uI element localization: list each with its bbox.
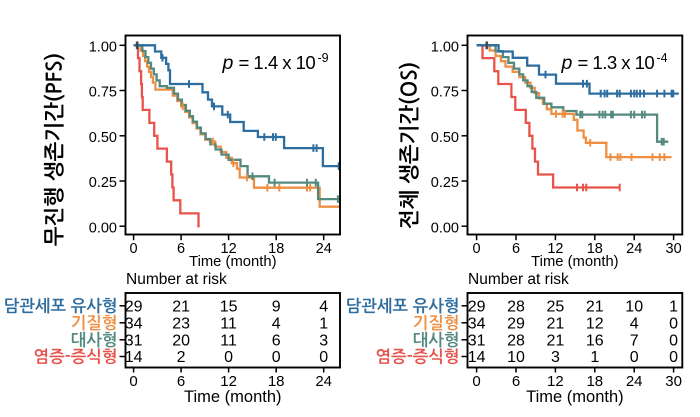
svg-text:31: 31: [125, 332, 143, 349]
svg-text:0.75: 0.75: [89, 85, 117, 101]
svg-text:Time (month): Time (month): [531, 254, 618, 270]
svg-text:28: 28: [507, 332, 525, 349]
svg-text:3: 3: [319, 332, 328, 349]
svg-text:29: 29: [125, 298, 143, 315]
svg-text:1.00: 1.00: [431, 40, 459, 56]
svg-text:Number at risk: Number at risk: [468, 271, 569, 288]
svg-text:0.25: 0.25: [89, 175, 117, 191]
svg-text:0: 0: [272, 349, 281, 366]
svg-text:30: 30: [666, 241, 682, 257]
svg-text:4: 4: [272, 315, 281, 332]
svg-text:6: 6: [272, 332, 281, 349]
svg-text:0.75: 0.75: [431, 85, 459, 101]
svg-text:Time (month): Time (month): [184, 388, 282, 406]
svg-text:0: 0: [224, 349, 233, 366]
svg-text:7: 7: [630, 332, 639, 349]
svg-text:-9: -9: [318, 51, 329, 65]
svg-text:10: 10: [625, 298, 643, 315]
svg-text:12: 12: [220, 373, 237, 390]
svg-text:11: 11: [220, 315, 237, 332]
svg-text:4: 4: [630, 315, 639, 332]
svg-text:Time (month): Time (month): [526, 388, 624, 406]
svg-text:6: 6: [177, 373, 185, 390]
svg-text:= 1.3 x 10: = 1.3 x 10: [578, 52, 655, 73]
svg-text:31: 31: [468, 332, 486, 349]
svg-text:Number at risk: Number at risk: [126, 271, 227, 288]
svg-text:1.00: 1.00: [89, 40, 117, 56]
svg-text:6: 6: [177, 241, 185, 257]
svg-text:0.00: 0.00: [89, 220, 117, 236]
svg-text:2: 2: [177, 349, 186, 366]
svg-text:29: 29: [468, 298, 486, 315]
svg-text:24: 24: [315, 373, 332, 390]
svg-text:18: 18: [268, 241, 284, 257]
svg-text:0.00: 0.00: [431, 220, 459, 236]
svg-text:30: 30: [665, 373, 682, 390]
svg-text:12: 12: [547, 241, 563, 257]
svg-text:12: 12: [586, 315, 604, 332]
svg-text:10: 10: [507, 349, 525, 366]
svg-text:p: p: [561, 52, 573, 74]
svg-text:4: 4: [319, 298, 328, 315]
svg-text:0: 0: [319, 349, 328, 366]
svg-text:23: 23: [172, 315, 190, 332]
svg-text:28: 28: [507, 298, 525, 315]
svg-text:16: 16: [586, 332, 604, 349]
svg-text:0: 0: [129, 373, 137, 390]
svg-text:0: 0: [669, 349, 678, 366]
svg-text:0: 0: [669, 315, 678, 332]
svg-text:21: 21: [547, 332, 565, 349]
svg-text:3: 3: [551, 349, 560, 366]
svg-text:= 1.4 x 10: = 1.4 x 10: [239, 52, 316, 73]
svg-text:18: 18: [586, 373, 603, 390]
svg-text:24: 24: [626, 373, 643, 390]
svg-text:12: 12: [547, 373, 564, 390]
svg-text:9: 9: [272, 298, 281, 315]
svg-text:34: 34: [125, 315, 143, 332]
svg-text:1: 1: [590, 349, 599, 366]
svg-text:21: 21: [172, 298, 190, 315]
svg-text:0: 0: [669, 332, 678, 349]
svg-text:p: p: [222, 52, 234, 74]
svg-text:14: 14: [468, 349, 486, 366]
svg-text:14: 14: [125, 349, 143, 366]
svg-text:0: 0: [472, 373, 480, 390]
svg-text:-4: -4: [657, 51, 668, 65]
svg-text:1: 1: [319, 315, 328, 332]
svg-text:21: 21: [547, 315, 565, 332]
svg-text:24: 24: [626, 241, 642, 257]
svg-text:15: 15: [220, 298, 238, 315]
svg-text:11: 11: [220, 332, 237, 349]
svg-text:25: 25: [547, 298, 565, 315]
svg-text:21: 21: [586, 298, 604, 315]
svg-text:0: 0: [130, 241, 138, 257]
svg-text:6: 6: [512, 241, 520, 257]
svg-text:0.25: 0.25: [431, 175, 459, 191]
svg-text:0.50: 0.50: [89, 130, 117, 146]
svg-text:24: 24: [316, 241, 332, 257]
svg-text:0.50: 0.50: [431, 130, 459, 146]
svg-text:29: 29: [507, 315, 525, 332]
svg-text:12: 12: [221, 241, 237, 257]
svg-text:34: 34: [468, 315, 486, 332]
svg-text:Time (month): Time (month): [189, 254, 276, 270]
svg-text:1: 1: [669, 298, 678, 315]
svg-text:18: 18: [587, 241, 603, 257]
svg-text:0: 0: [630, 349, 639, 366]
svg-text:0: 0: [473, 241, 481, 257]
svg-text:18: 18: [268, 373, 285, 390]
svg-text:6: 6: [512, 373, 520, 390]
svg-text:20: 20: [172, 332, 190, 349]
